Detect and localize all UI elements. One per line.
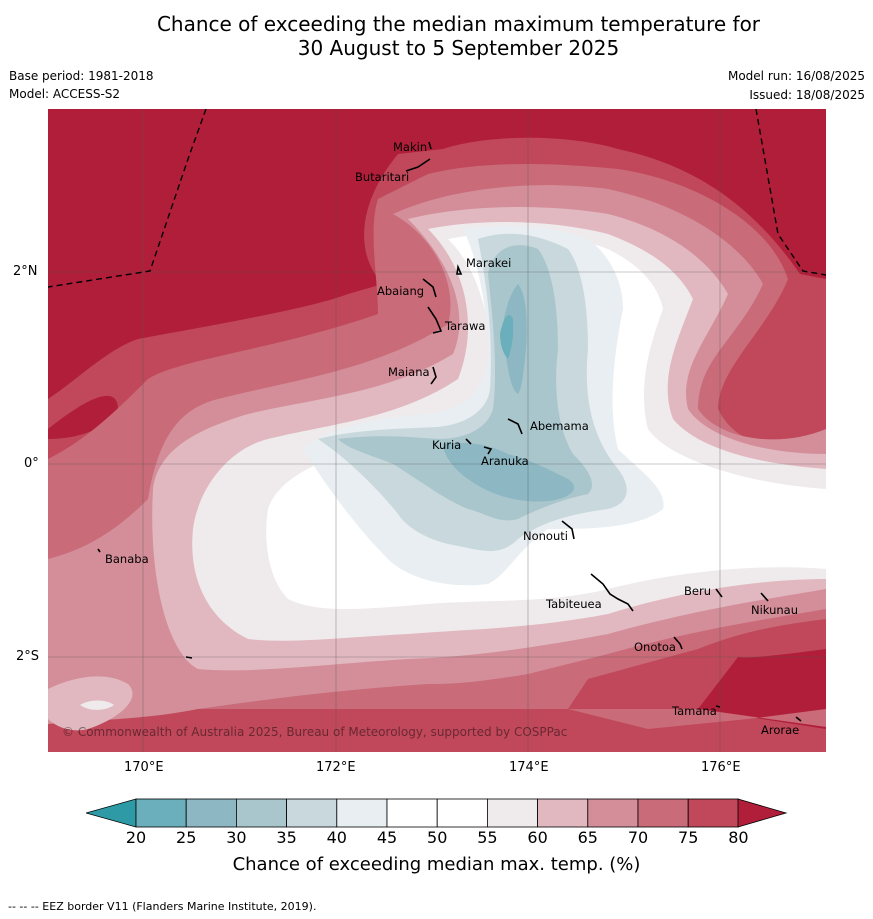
- label-marakei: Marakei: [466, 256, 511, 270]
- label-nonouti: Nonouti: [523, 529, 568, 543]
- label-banaba: Banaba: [105, 552, 149, 566]
- island-nikunau: [760, 592, 769, 602]
- island-abaiang: [422, 278, 437, 298]
- label-tarawa: Tarawa: [444, 319, 485, 333]
- island-kuria: [465, 438, 472, 445]
- colorbar-tick-label: 40: [326, 828, 347, 847]
- label-aranuka: Aranuka: [481, 454, 529, 468]
- label-butaritari: Butaritari: [355, 170, 409, 184]
- island-tarawa: [427, 306, 443, 334]
- colorbar-cell: [336, 798, 388, 828]
- island-abemama: [507, 418, 523, 435]
- colorbar-tick-label: 25: [176, 828, 197, 847]
- label-makin: Makin: [393, 140, 427, 154]
- label-beru: Beru: [684, 584, 711, 598]
- label-abemama: Abemama: [530, 419, 589, 433]
- contour-band-30: [338, 245, 593, 521]
- x-tick-176e: 176°E: [701, 760, 741, 775]
- colorbar-tick-label: 30: [226, 828, 247, 847]
- colorbar-tick-label: 60: [527, 828, 548, 847]
- label-abaiang: Abaiang: [377, 284, 424, 298]
- colorbar-cell: [537, 798, 589, 828]
- copyright-watermark: © Commonwealth of Australia 2025, Bureau…: [62, 725, 567, 739]
- island-onotoa: [673, 636, 683, 650]
- island-maiana: [430, 366, 437, 385]
- eez-footnote: -- -- -- EEZ border V11 (Flanders Marine…: [8, 900, 317, 913]
- x-tick-170e: 170°E: [124, 760, 164, 775]
- colorbar-cell: [486, 798, 538, 828]
- island-makin: [428, 141, 432, 150]
- colorbar-tick-label: 70: [627, 828, 649, 847]
- island-nonouti: [561, 520, 575, 540]
- colorbar-cell: [587, 798, 639, 828]
- model-name: Model: ACCESS-S2: [9, 87, 121, 101]
- colorbar-cell: [637, 798, 689, 828]
- label-kuria: Kuria: [432, 438, 461, 452]
- title-line-2: 30 August to 5 September 2025: [297, 36, 620, 60]
- island-banaba: [97, 548, 101, 553]
- y-tick-2n: 2°N: [13, 264, 38, 279]
- colorbar-cell: [687, 798, 739, 828]
- colorbar-label: Chance of exceeding median max. temp. (%…: [232, 854, 641, 875]
- colorbar-cell: [286, 798, 338, 828]
- colorbar-tick-label: 45: [376, 828, 398, 847]
- colorbar-cell: [185, 798, 237, 828]
- contour-band-55-sw: [80, 700, 114, 710]
- colorbar-over-arrow: [737, 798, 788, 828]
- graticule: [48, 109, 826, 752]
- colorbar-cell: [386, 798, 438, 828]
- model-run: Model run: 16/08/2025: [727, 69, 865, 83]
- map-canvas: Makin Butaritari Marakei Abaiang Tarawa …: [48, 109, 826, 752]
- colorbar-cell: [135, 798, 187, 828]
- title-line-1: Chance of exceeding the median maximum t…: [156, 12, 761, 36]
- x-tick-172e: 172°E: [316, 760, 356, 775]
- island-butaritari: [405, 158, 431, 172]
- island-tabiteuea: [590, 573, 634, 612]
- island-aranuka: [483, 446, 493, 455]
- island-arorae: [795, 716, 802, 722]
- label-arorae: Arorae: [761, 723, 799, 737]
- label-maiana: Maiana: [388, 365, 430, 379]
- colorbar-tick-label: 50: [427, 828, 448, 847]
- map-title: Chance of exceeding the median maximum t…: [0, 12, 873, 60]
- issued-date: Issued: 18/08/2025: [749, 88, 865, 102]
- colorbar: [86, 798, 788, 828]
- contour-band-20: [500, 314, 514, 359]
- colorbar-tick-label: 75: [678, 828, 699, 847]
- islands: [97, 141, 802, 722]
- contour-band-25: [503, 284, 527, 394]
- colorbar-tick-label: 65: [577, 828, 598, 847]
- base-period: Base period: 1981-2018: [9, 69, 154, 83]
- colorbar-tick-label: 80: [728, 828, 749, 847]
- label-tamana: Tamana: [671, 704, 717, 718]
- y-tick-2s: 2°S: [16, 649, 40, 664]
- colorbar-under-arrow: [86, 798, 137, 828]
- island-beru: [715, 588, 723, 598]
- colorbar-cell: [436, 798, 488, 828]
- label-onotoa: Onotoa: [634, 640, 676, 654]
- island-marakei: [456, 264, 463, 275]
- island-sw: [185, 656, 193, 659]
- label-nikunau: Nikunau: [751, 603, 798, 617]
- colorbar-tick-label: 55: [477, 828, 498, 847]
- colorbar-cell: [235, 798, 287, 828]
- eez-border: [48, 109, 826, 288]
- colorbar-tick-label: 35: [276, 828, 297, 847]
- y-tick-0: 0°: [24, 456, 39, 471]
- contour-band-25b: [443, 442, 575, 502]
- label-tabiteuea: Tabiteuea: [545, 597, 602, 611]
- island-tamana: [715, 705, 721, 708]
- colorbar-tick-label: 20: [125, 828, 147, 847]
- colorbar-cells: [135, 798, 739, 828]
- x-tick-174e: 174°E: [509, 760, 549, 775]
